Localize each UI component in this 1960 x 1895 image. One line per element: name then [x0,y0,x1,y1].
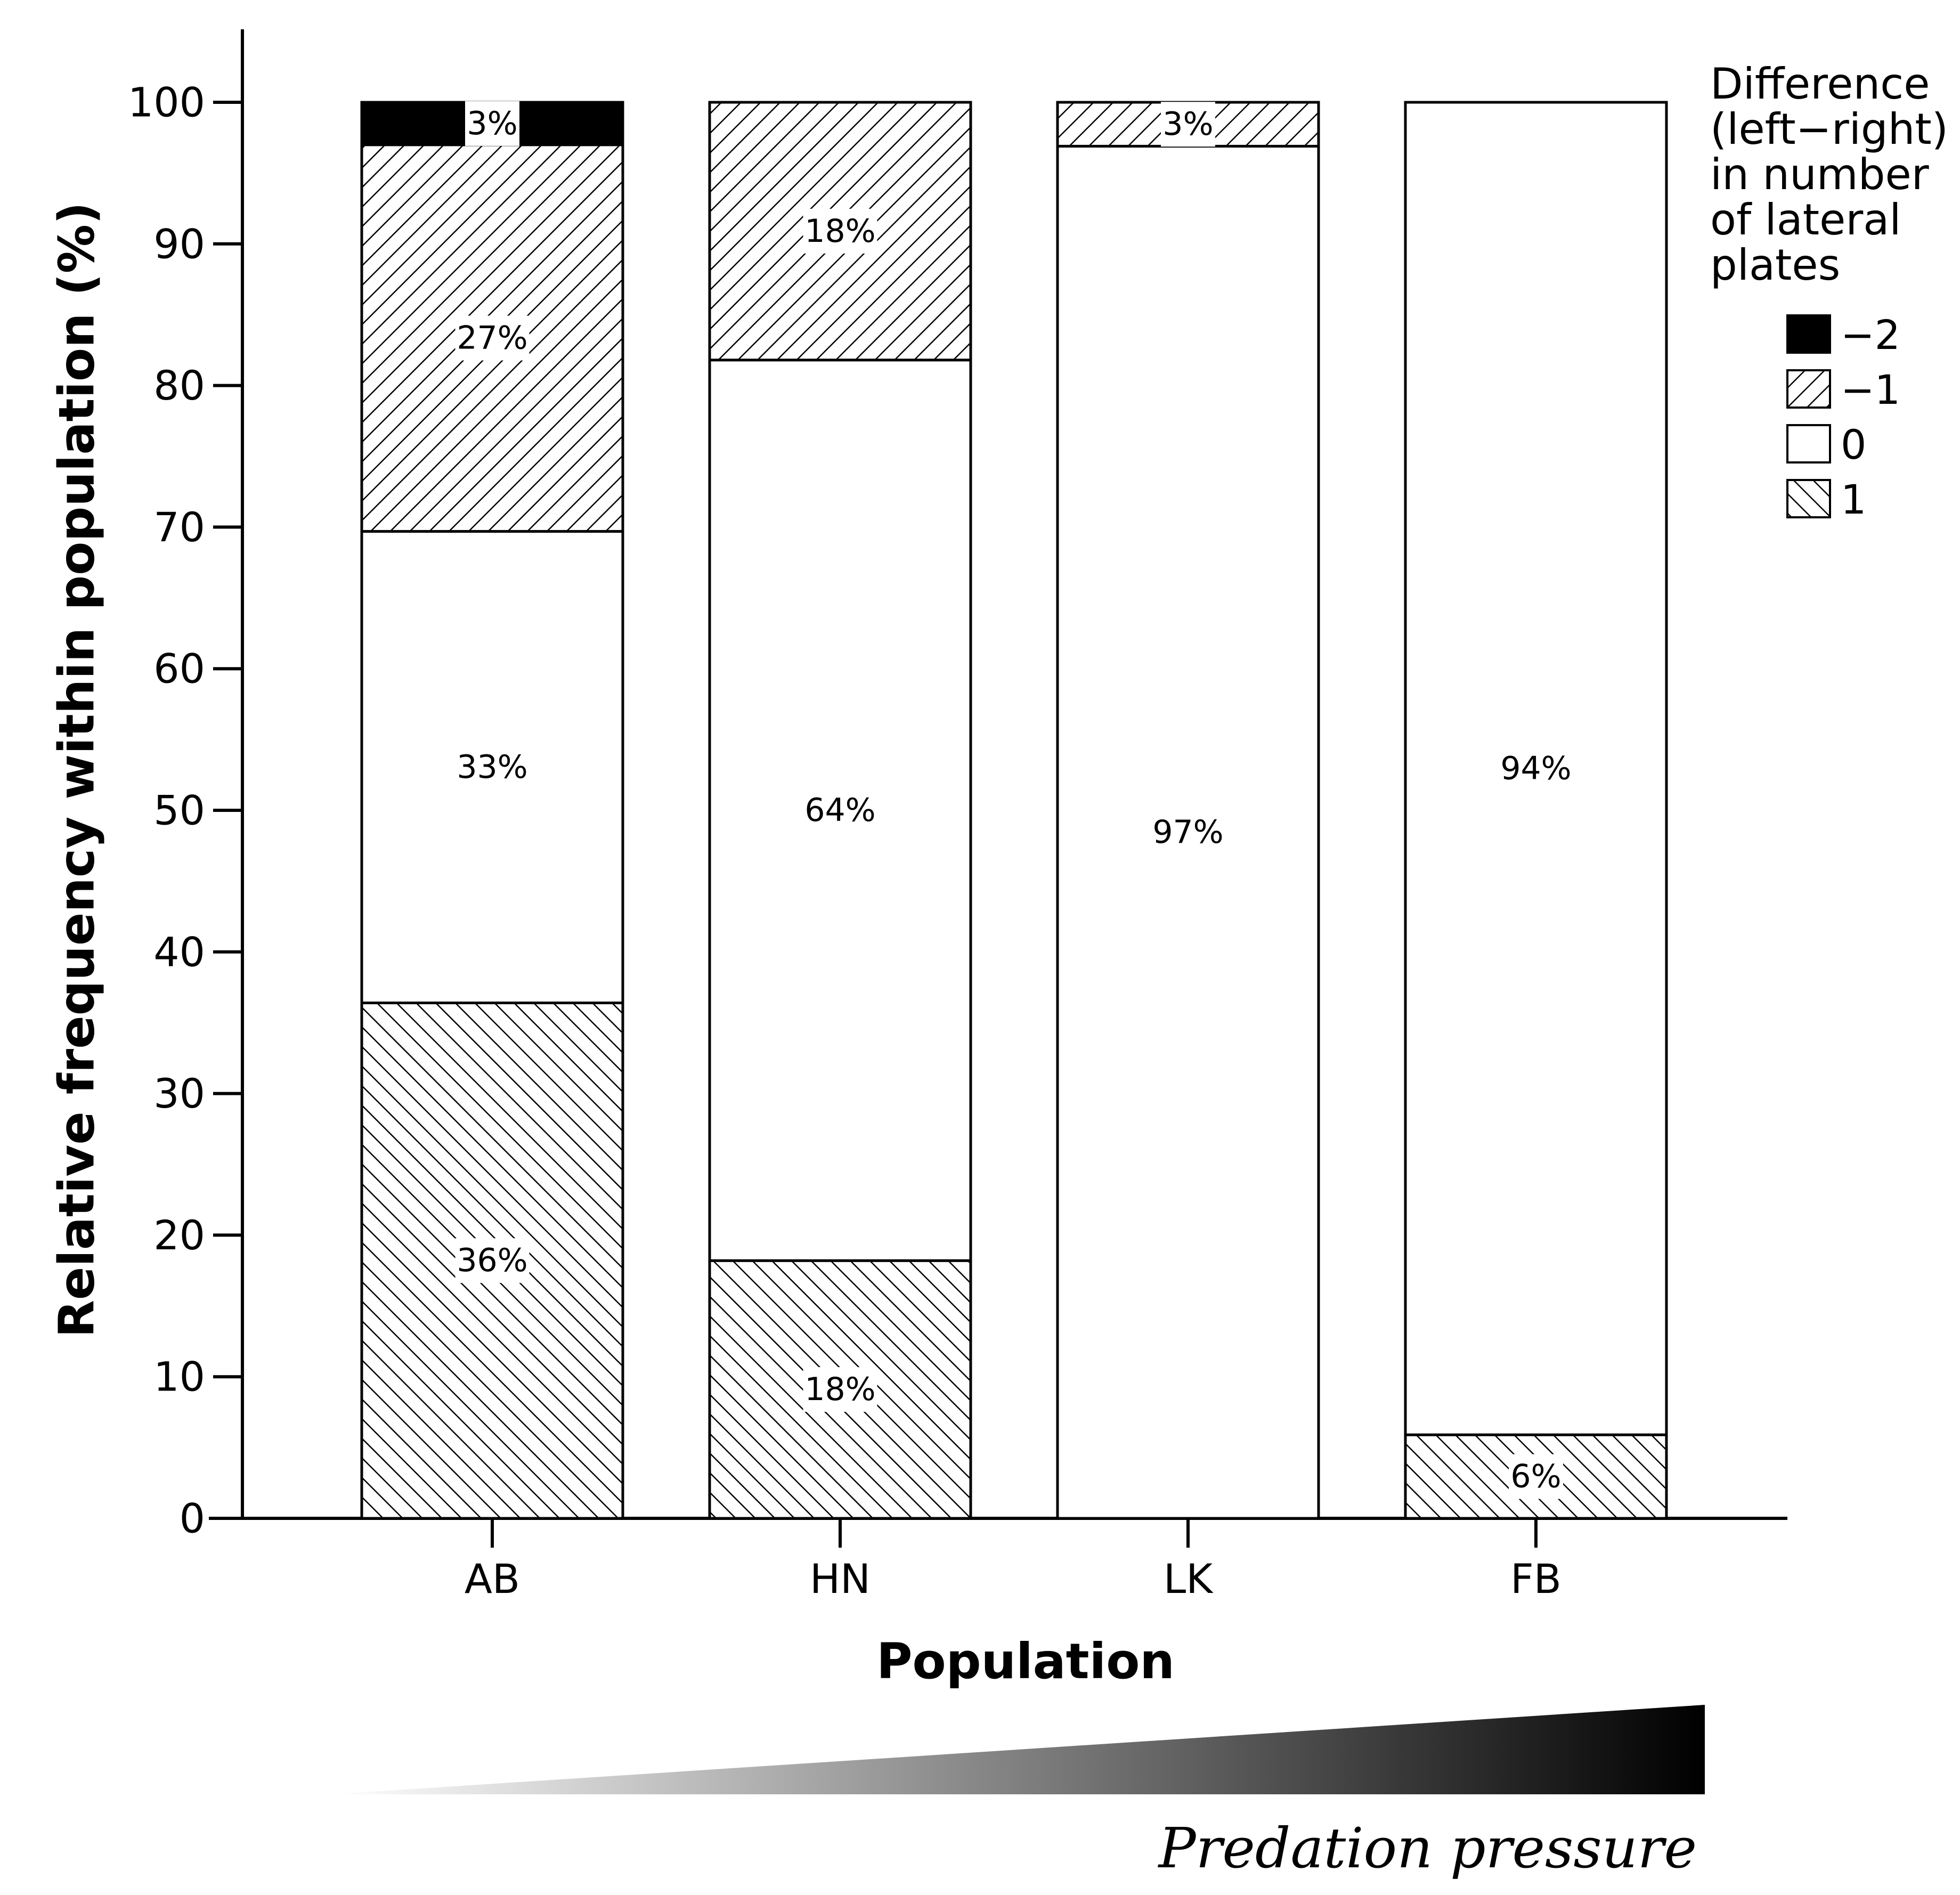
predation-pressure-label: Predation pressure [1158,1816,1697,1881]
data-label: 36% [457,1242,527,1279]
data-label: 97% [1152,814,1223,851]
x-axis-title: Population [876,1633,1175,1690]
legend-swatch-0 [1786,424,1831,463]
data-label-background [455,315,530,361]
y-tick-label: 100 [128,79,205,126]
data-label: 6% [1510,1458,1561,1495]
y-tick-label: 80 [153,362,205,409]
y-tick-label: 60 [153,645,205,693]
y-tick-label: 30 [153,1070,205,1117]
bars-group: 36% 33% 27% 3% 18% 64% 18% 97% 3% 6% 94% [360,101,1668,1520]
bar-segment-hn-0 [708,359,972,1262]
legend-swatch-minus-1 [1786,369,1831,409]
data-label: 27% [457,320,527,357]
x-tick-label: HN [810,1555,871,1603]
bar-segment-fb-0 [1404,101,1668,1436]
legend-title-line-3: in number [1710,150,1929,199]
legend-label-minus-2: −2 [1841,311,1900,359]
legend-label-1: 1 [1841,476,1866,523]
data-label: 3% [467,105,517,142]
bar-segment-ab-0 [360,530,624,1004]
data-label-background [1161,102,1215,147]
predation-pressure-gradient-wedge [331,1705,1705,1794]
svg-text:Difference (left−right): Difference (left−right) in number of lat… [1710,59,1960,290]
legend-title-line-5: plates [1710,240,1840,290]
bar-segment-lk-0 [1056,144,1320,1520]
data-label: 18% [804,213,875,250]
legend: Difference (left−right) in number of lat… [1710,59,1960,523]
y-axis-title: Relative frequency within population (%) [48,202,105,1338]
y-tick-label: 20 [153,1211,205,1259]
legend-title-line-1: Difference [1710,59,1930,109]
y-tick-label: 50 [153,787,205,834]
x-tick-label: AB [465,1555,520,1603]
data-label-background [455,1238,530,1283]
data-label: 18% [804,1371,875,1408]
data-label-background [803,208,877,254]
y-tick-label: 10 [153,1353,205,1401]
x-tick-label: FB [1510,1555,1562,1603]
legend-swatch-minus-2 [1786,314,1831,354]
x-tick-label: LK [1164,1555,1214,1603]
data-label: 94% [1500,750,1571,787]
legend-title-line-4: of lateral [1710,195,1901,245]
y-tick-label: 70 [153,503,205,551]
data-label: 3% [1162,105,1213,143]
data-label-background [465,101,519,146]
data-label: 33% [457,749,527,786]
legend-label-minus-1: −1 [1841,366,1900,413]
data-label: 64% [804,792,875,829]
y-tick-label: 0 [180,1495,205,1542]
x-axis-ticks: AB HN LK FB [465,1518,1562,1603]
y-axis-ticks: 0 10 20 30 40 50 60 70 80 90 100 [128,79,242,1542]
legend-label-0: 0 [1841,421,1866,468]
y-tick-label: 40 [153,928,205,975]
legend-swatch-1 [1786,479,1831,518]
data-label-background [803,1367,877,1412]
legend-title-line-2: (left−right) [1710,104,1948,154]
y-tick-label: 90 [153,220,205,267]
data-label-background [1509,1454,1563,1499]
